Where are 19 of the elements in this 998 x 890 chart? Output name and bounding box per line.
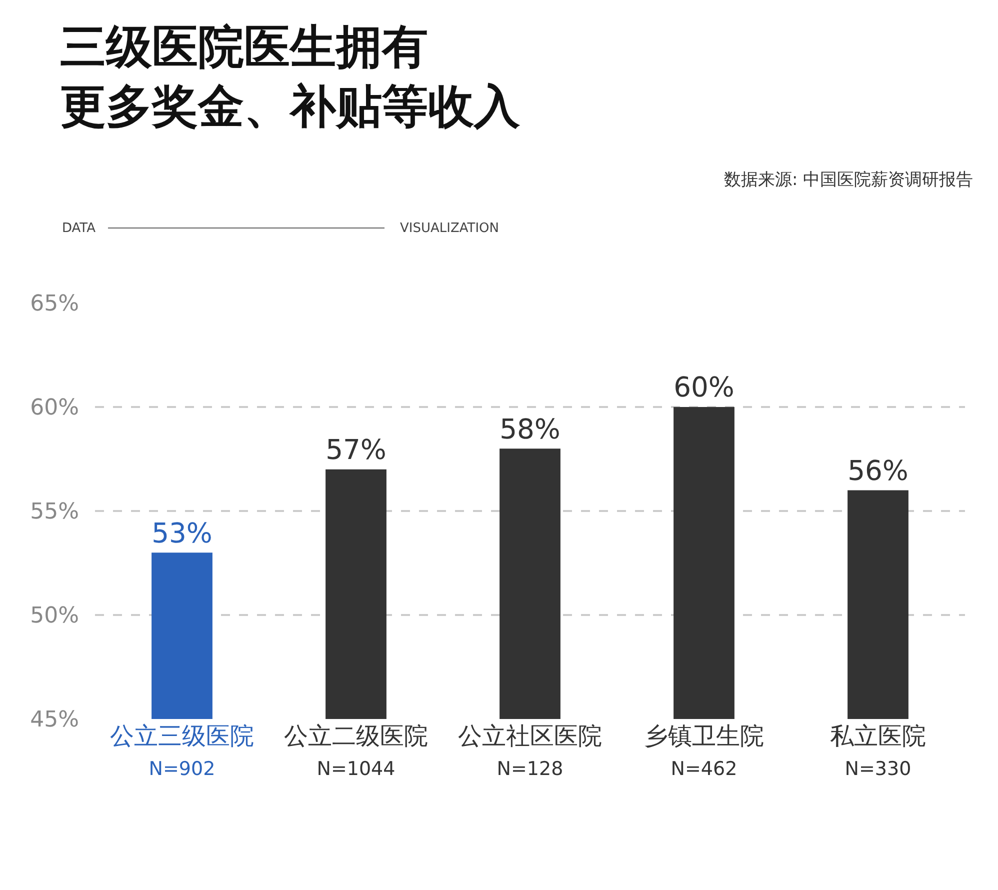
y-tick-label: 50%: [30, 604, 79, 629]
x-tick-label: 公立三级医院 N=902: [110, 722, 254, 780]
x-tick-label: 私立医院 N=330: [830, 722, 926, 780]
text: DATA: [62, 221, 96, 236]
y-tick-label: 60%: [30, 396, 79, 421]
y-tick-label: 65%: [30, 292, 79, 317]
x-tick-label: 公立社区医院 N=128: [458, 722, 602, 780]
source-note: 数据来源: 中国医院薪资调研报告: [724, 170, 974, 190]
data-label: 57%: [326, 435, 386, 466]
chart-title: 三级医院医生拥有更多奖金、补贴等收入: [60, 19, 521, 134]
data-label: 60%: [674, 372, 734, 404]
x-tick-label: 公立二级医院 N=1044: [284, 722, 428, 780]
y-tick-label: 55%: [30, 500, 79, 525]
y-tick-label: 45%: [30, 708, 79, 733]
data-label: 58%: [500, 414, 560, 446]
x-tick-label: 乡镇卫生院 N=462: [644, 722, 764, 780]
data-label: 56%: [848, 456, 908, 487]
data-label: 53%: [152, 518, 212, 550]
text: VISUALIZATION: [400, 221, 499, 236]
